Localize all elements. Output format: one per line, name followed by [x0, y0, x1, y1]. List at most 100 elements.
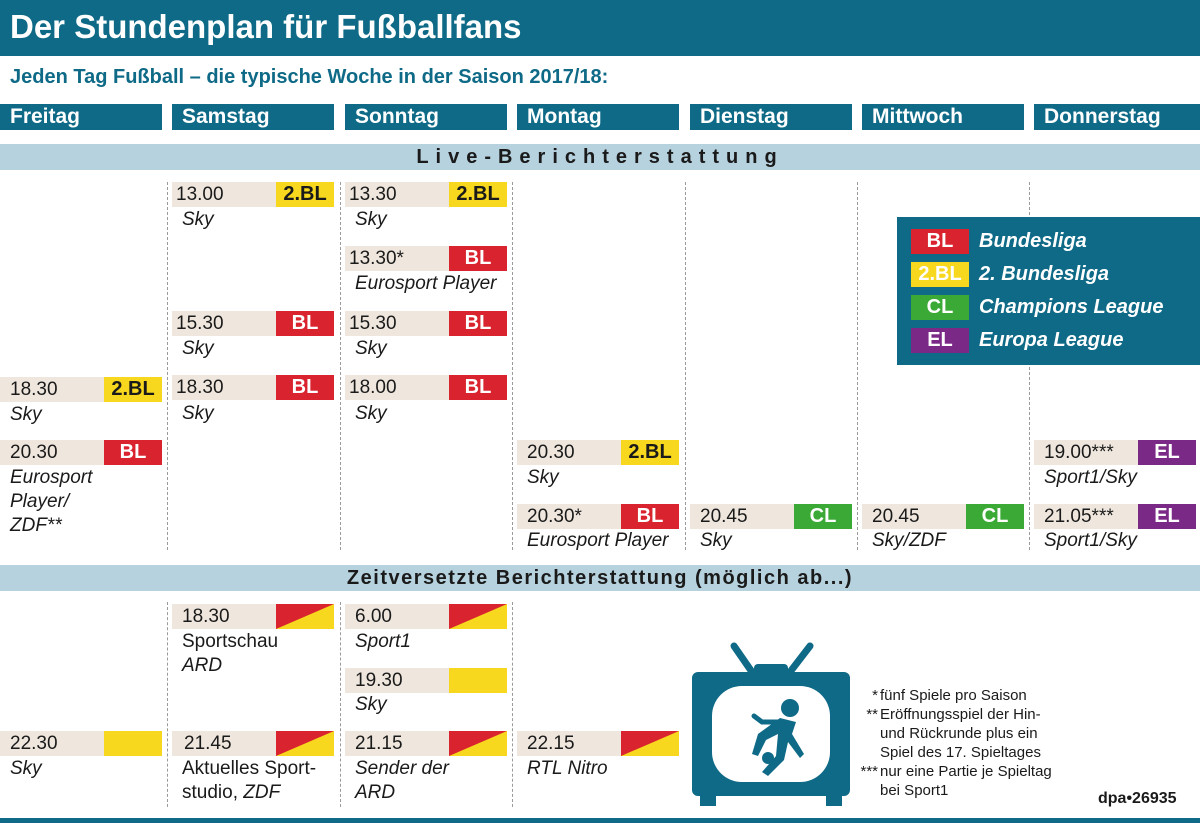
free-tv-flag-icon [449, 604, 507, 629]
channel-label: ZDF [243, 782, 281, 803]
footnotes: * fünf Spiele pro Saison ** Eröffnungsspie… [858, 686, 1052, 800]
time-label: 21.15 [355, 733, 403, 754]
column-divider [512, 182, 513, 550]
league-badge-cl: CL [794, 504, 852, 529]
channel-label: Sky [700, 530, 732, 551]
channel-label: RTL Nitro [527, 758, 608, 779]
section-live: Live-Berichterstattung [0, 144, 1200, 170]
channel-label: ARD [355, 782, 396, 803]
legend-label: Europa League [979, 329, 1124, 351]
league-badge-el: EL [1138, 504, 1196, 529]
time-label: 20.30 [527, 442, 575, 463]
subtitle: Jeden Tag Fußball – die typische Woche i… [10, 66, 609, 88]
time-label: 19.00*** [1044, 442, 1114, 463]
column-divider [857, 182, 858, 550]
delayed-entry-freitag-2230: 22.30 [0, 731, 162, 756]
time-label: 13.30 [349, 184, 397, 205]
live-entry-mittwoch-2045: 20.45 CL [862, 504, 1024, 529]
delayed-entry-sonntag-2115: 21.15 [345, 731, 507, 756]
time-label: 6.00 [355, 606, 392, 627]
time-label: 18.00 [349, 377, 397, 398]
legend-badge: CL [911, 295, 969, 320]
column-divider [685, 182, 686, 550]
time-label: 20.30 [10, 442, 58, 463]
time-label: 19.30 [355, 670, 403, 691]
show-label-line2: studio, ZDF [182, 781, 280, 805]
channel-label: Sky [355, 403, 387, 424]
delayed-entry-samstag-1830: 18.30 [172, 604, 334, 629]
league-badge-2bl: 2.BL [276, 182, 334, 207]
column-divider [340, 182, 341, 550]
live-entry-dienstag-2045: 20.45 CL [690, 504, 852, 529]
league-badge-bl: BL [449, 311, 507, 336]
time-label: 15.30 [349, 313, 397, 334]
legend-badge: EL [911, 328, 969, 353]
footnote-2-line: Spiel des 17. Spieltages [880, 744, 1041, 761]
legend: BL Bundesliga 2.BL 2. Bundesliga CL Cham… [897, 217, 1200, 365]
free-tv-flag-icon [276, 731, 334, 756]
league-badge-bl: BL [104, 440, 162, 465]
delayed-entry-samstag-2145: 21.45 [172, 731, 334, 756]
footnote-1: * fünf Spiele pro Saison [872, 687, 1027, 704]
free-tv-flag-icon [621, 731, 679, 756]
delayed-entry-sonntag-1930: 19.30 [345, 668, 507, 693]
time-label: 18.30 [10, 379, 58, 400]
day-header-montag: Montag [517, 104, 679, 130]
live-entry-donnerstag-1900: 19.00*** EL [1034, 440, 1196, 465]
live-entry-donnerstag-2105: 21.05*** EL [1034, 504, 1196, 529]
time-label: 22.30 [10, 733, 58, 754]
channel-label: Eurosport Player [355, 273, 497, 294]
time-label: 20.45 [872, 506, 920, 527]
credit-dpa: dpa•26935 [1098, 790, 1177, 807]
footnote-2: ** Eröffnungsspiel der Hin- [866, 706, 1041, 723]
title-bar [0, 0, 1200, 56]
live-entry-montag-2030: 20.30 2.BL [517, 440, 679, 465]
channel-label: Sport1 [355, 631, 411, 652]
league-badge-bl: BL [449, 246, 507, 271]
column-divider [340, 602, 341, 807]
channel-label: Sky [182, 403, 214, 424]
league-badge-bl: BL [449, 375, 507, 400]
tv-soccer-icon [692, 642, 850, 806]
channel-label: ZDF** [10, 515, 62, 536]
time-label: 20.30* [527, 506, 582, 527]
day-header-mittwoch: Mittwoch [862, 104, 1024, 130]
pay-tv-flag-icon [104, 731, 162, 756]
channel-label: ARD [182, 655, 223, 676]
channel-label: Sky [182, 338, 214, 359]
bottom-bar [0, 818, 1200, 823]
time-label: 20.45 [700, 506, 748, 527]
league-badge-bl: BL [621, 504, 679, 529]
live-entry-sonntag-1330: 13.30 2.BL [345, 182, 507, 207]
time-label: 22.15 [527, 733, 575, 754]
channel-label: Sky [355, 209, 387, 230]
live-entry-sonntag-1530: 15.30 BL [345, 311, 507, 336]
channel-label: Sport1/Sky [1044, 530, 1137, 551]
live-entry-sonntag-1330-bl: 13.30* BL [345, 246, 507, 271]
column-divider [1029, 182, 1030, 550]
page-title: Der Stundenplan für Fußballfans [10, 8, 522, 45]
league-badge-2bl: 2.BL [104, 377, 162, 402]
footnote-3-line: bei Sport1 [880, 782, 949, 799]
league-badge-2bl: 2.BL [621, 440, 679, 465]
channel-label: Sender der [355, 758, 450, 779]
day-header-donnerstag: Donnerstag [1034, 104, 1200, 130]
pay-tv-flag-icon [449, 668, 507, 693]
section-delayed: Zeitversetzte Berichterstattung (möglich… [0, 565, 1200, 591]
channel-label: Eurosport [10, 467, 93, 488]
live-entry-montag-2030-bl: 20.30* BL [517, 504, 679, 529]
time-label: 18.30 [182, 606, 230, 627]
footnote-3: *** nur eine Partie je Spieltag [860, 763, 1052, 780]
live-entry-freitag-2030: 20.30 BL [0, 440, 162, 465]
footnote-2-line: und Rückrunde plus ein [880, 725, 1038, 742]
league-badge-bl: BL [276, 311, 334, 336]
channel-label: Sport1/Sky [1044, 467, 1137, 488]
channel-label: Sky [10, 404, 42, 425]
day-header-freitag: Freitag [0, 104, 162, 130]
delayed-entry-montag-2215: 22.15 [517, 731, 679, 756]
legend-label: 2. Bundesliga [979, 263, 1110, 285]
time-label: 15.30 [176, 313, 224, 334]
column-divider [512, 602, 513, 807]
column-divider [167, 182, 168, 550]
league-badge-2bl: 2.BL [449, 182, 507, 207]
